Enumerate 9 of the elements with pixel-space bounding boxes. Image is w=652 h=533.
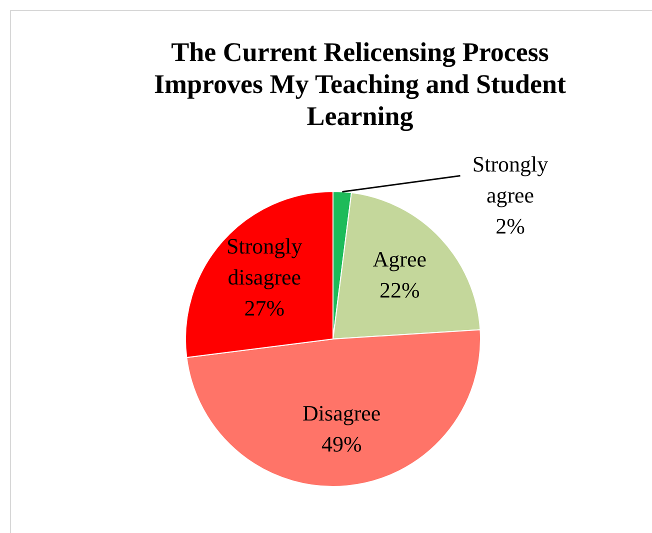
slice-label: Disagree bbox=[302, 400, 381, 426]
slice-label: Agree bbox=[372, 246, 427, 272]
slice-label: Strongly disagree bbox=[226, 233, 302, 290]
chart-title: The Current Relicensing Process Improves My Teaching and Student Learning bbox=[152, 36, 568, 132]
data-label: 49% bbox=[321, 431, 362, 456]
slice-label: Strongly agree bbox=[472, 152, 548, 208]
data-label: 2% bbox=[496, 214, 525, 239]
data-label: 22% bbox=[380, 278, 420, 303]
data-label: 27% bbox=[244, 295, 285, 320]
